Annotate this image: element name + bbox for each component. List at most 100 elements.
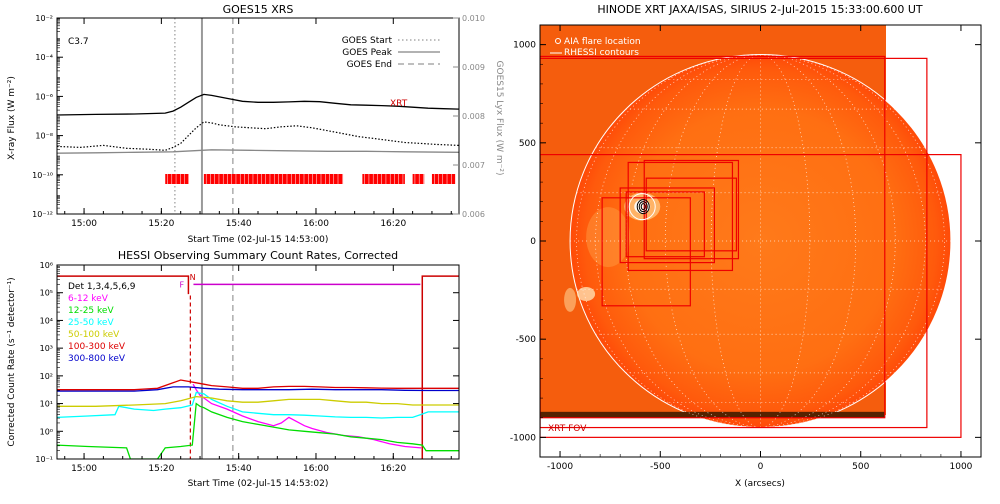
xrt-legend-circle-icon [555,38,561,44]
rhessi-contour [636,199,650,215]
xrt-coverage-bar [165,174,189,184]
hessi-series-6-12-keV [192,383,422,449]
rhessi-contour [640,203,646,211]
grid-longitude [760,54,945,428]
goes-x-tick-label: 15:00 [71,219,97,229]
xrt-fov-box [619,187,715,264]
goes-legend: GOES Start GOES Peak GOES End [342,36,440,70]
goes-x-tick-label: 15:20 [148,219,174,229]
goes-y-tick-label: 10⁻² [35,14,53,23]
grid-longitude [595,54,761,428]
limb-bright-point [577,287,596,302]
hessi-legend-entry: 300-800 keV [68,354,126,364]
hessi-state-line-right [421,275,459,459]
hessi-axes: 15:00 15:20 15:40 16:00 16:20 10⁻¹ 10⁰ 10¹ 10² 10… [35,261,459,474]
goes-y2-tick-label: 0.006 [462,210,485,219]
hessi-y-tick-label: 10³ [40,344,53,353]
hessi-series-25-50-keV [57,391,459,419]
xrt-fov-box [540,57,928,429]
hessi-x-tick-label: 16:20 [380,464,406,474]
goes-y-tick-label: 10⁻⁸ [35,132,53,141]
xrt-fov-box [645,177,738,252]
goes-y2-tick-label: 0.007 [462,161,485,170]
goes-title: GOES15 XRS [223,3,294,16]
xrt-x-tick-label: -500 [650,462,671,472]
hessi-legend: Det 1,3,4,5,6,9 6-12 keV 12-25 keV 25-50 k… [68,282,136,364]
goes-series-short [57,121,459,151]
xrt-legend-aia: AIA flare location [564,37,641,47]
xrt-fov-box [540,154,962,438]
rhessi-contour [638,201,648,213]
goes-y2-tick-label: 0.008 [462,112,485,121]
aia-flare-location-marker [628,193,656,221]
hessi-y-tick-label: 10⁻¹ [35,455,53,464]
legend-goes-peak: GOES Peak [342,48,392,58]
grid-longitude [625,54,761,428]
hessi-legend-entry: 100-300 keV [68,342,126,352]
goes-xrt-annotation: XRT [390,99,408,109]
hessi-plot-area: NF [57,265,459,459]
hessi-y-tick-label: 10⁶ [40,261,53,270]
xrt-fov-boxes [540,55,962,438]
hessi-x-tick-label: 15:40 [226,464,252,474]
hessi-y-tick-label: 10⁵ [40,289,53,298]
grid-longitude [576,54,761,428]
goes-y2-tick-label: 0.010 [462,14,485,23]
xrt-fov-box [627,161,734,272]
hessi-flag-f: F [180,280,185,289]
xrt-coverage-bar [362,174,405,184]
xrt-heliographic-grid [570,54,951,428]
goes-xrs-panel: GOES15 XRS 15:00 15:20 15:40 16:00 16:20 10⁻¹… [7,3,504,245]
hessi-series-300-800-keV [57,386,459,392]
active-region-glow [586,207,631,268]
goes-ylabel: X-ray Flux (W m⁻²) [7,76,17,160]
hessi-legend-entry: 25-50 keV [68,318,114,328]
hessi-y-tick-label: 10¹ [40,400,53,409]
xrt-coverage-bar [412,174,425,184]
hessi-x-tick-label: 15:20 [148,464,174,474]
goes-y-tick-label: 10⁻⁴ [35,53,53,62]
goes-axes: 15:00 15:20 15:40 16:00 16:20 10⁻¹² 10⁻¹⁰ 10⁻⁸ 1… [32,14,485,229]
xrt-coverage-bar [203,174,344,184]
xrt-x-tick-label: 0 [758,462,764,472]
grid-longitude [760,54,896,428]
hessi-series-50-100-keV [57,395,459,407]
xrt-xlabel: X (arcsecs) [735,479,785,489]
hessi-x-tick-label: 16:00 [303,464,329,474]
hessi-state-line-left [57,275,190,295]
limb-bright-region [564,287,577,312]
xrt-y-tick-label: -500 [516,335,537,345]
hessi-legend-entry: 6-12 keV [68,294,109,304]
xrt-coverage-bar [431,174,456,184]
goes-frame [56,17,460,215]
xrt-fov-label: XRT FOV [548,424,587,434]
grid-longitude [710,54,761,428]
hessi-x-tick-label: 15:00 [71,464,97,474]
goes-ylabel-right: GOES15 Lyx Flux (W m⁻²) [494,61,504,176]
legend-goes-start: GOES Start [342,36,393,46]
xrt-x-tick-label: -1000 [547,462,573,472]
image-edge-strip [540,411,885,418]
goes-plot-area [57,18,459,214]
goes-series-lyman-alpha [57,149,459,154]
legend-goes-end: GOES End [347,60,392,70]
xrt-flare-marker [628,193,656,221]
xrt-y-tick-label: 500 [519,139,536,149]
hessi-legend-entry: 50-100 keV [68,330,120,340]
hessi-title: HESSI Observing Summary Count Rates, Cor… [118,249,398,262]
goes-y-tick-label: 10⁻¹⁰ [32,171,53,180]
xrt-fov-box [540,55,886,419]
xrt-axes: -1000 -500 0 500 1000 -1000 -500 0 500 1000 [510,25,981,472]
goes-series-long [57,93,459,116]
grid-longitude [760,54,811,428]
hessi-flag-n: N [190,273,196,282]
hessi-panel: HESSI Observing Summary Count Rates, Cor… [7,249,460,489]
hessi-series-12-25-keV [57,402,459,459]
xrt-legend-rhessi: RHESSI contours [564,48,639,58]
xrt-title: HINODE XRT JAXA/ISAS, SIRIUS 2-Jul-2015 … [597,3,923,16]
goes-y2-tick-label: 0.009 [462,63,485,72]
hessi-y-tick-label: 10⁰ [40,427,53,436]
grid-longitude [760,54,926,428]
